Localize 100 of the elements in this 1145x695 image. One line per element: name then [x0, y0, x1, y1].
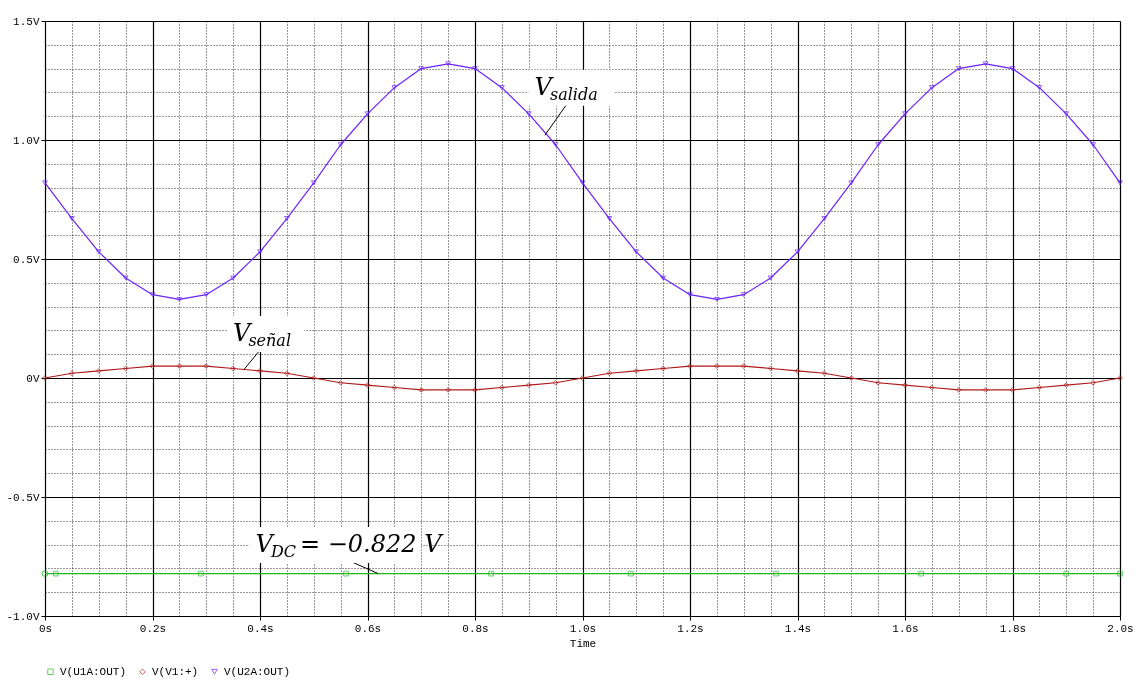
- point: [918, 570, 924, 577]
- point: [337, 142, 344, 148]
- point: [794, 249, 801, 255]
- point: [1036, 85, 1043, 91]
- point: [257, 249, 263, 255]
- x-tick-label: 0.8s: [462, 622, 489, 635]
- point: [445, 387, 451, 393]
- x-tick-label: 0.4s: [247, 622, 274, 635]
- point: [198, 570, 204, 577]
- legend-label: V(V1:+): [152, 665, 199, 678]
- point: [472, 66, 478, 72]
- point: [740, 363, 747, 369]
- point: [95, 249, 102, 255]
- point: [95, 368, 102, 374]
- point: [525, 382, 532, 388]
- point: [579, 375, 586, 381]
- point: [1090, 379, 1096, 386]
- point: [310, 375, 317, 381]
- x-tick-label: 0s: [38, 622, 53, 635]
- point: [628, 570, 634, 577]
- point: [740, 292, 747, 298]
- point: [69, 216, 75, 222]
- point: [499, 384, 505, 391]
- point: [552, 142, 559, 148]
- point: [794, 368, 801, 374]
- point: [714, 363, 720, 369]
- x-tick-label: 0.2s: [139, 622, 167, 635]
- legend-label: V(U2A:OUT): [224, 665, 291, 678]
- point: [149, 292, 156, 298]
- line-series: [42, 61, 1123, 302]
- point: [875, 142, 881, 148]
- point: [488, 570, 494, 577]
- point: [552, 379, 559, 386]
- x-tick-label: 1.2s: [677, 622, 704, 635]
- point: [230, 365, 236, 372]
- point: [284, 216, 290, 222]
- y-tick-label: -1.0V: [6, 610, 40, 623]
- point: [1063, 111, 1070, 117]
- point: [633, 368, 640, 374]
- point: [1063, 570, 1070, 577]
- point: [418, 66, 425, 72]
- point: [391, 85, 398, 91]
- point: [902, 111, 908, 117]
- point: [203, 292, 210, 298]
- point: [176, 363, 183, 369]
- y-tick-label: 1.5V: [13, 15, 40, 28]
- point: [1090, 142, 1096, 148]
- point: [982, 61, 989, 67]
- y-tick-label: 0.5V: [13, 253, 40, 266]
- point: [929, 384, 935, 391]
- point: [821, 216, 828, 222]
- point: [343, 570, 349, 577]
- point: [499, 85, 505, 91]
- point: [902, 382, 908, 388]
- point: [284, 370, 290, 377]
- point: [257, 368, 263, 374]
- point: [230, 275, 236, 281]
- point: [606, 216, 613, 222]
- point: [176, 296, 183, 302]
- x-tick-label: 2.0s: [1107, 622, 1134, 635]
- line-series: [42, 363, 1123, 393]
- y-tick-label: -0.5V: [6, 491, 40, 504]
- x-tick-label: 1.0s: [569, 622, 597, 635]
- point: [1036, 384, 1043, 391]
- y-tick-label: 1.0V: [13, 134, 40, 147]
- point: [875, 379, 881, 386]
- point: [149, 363, 156, 369]
- point: [203, 363, 210, 369]
- point: [418, 387, 425, 393]
- point: [1117, 375, 1123, 381]
- point: [955, 387, 962, 393]
- point: [122, 275, 129, 281]
- x-tick-label: 0.6s: [354, 622, 382, 635]
- point: [773, 570, 779, 577]
- point: [714, 296, 720, 302]
- point: [391, 384, 398, 391]
- point: [364, 382, 371, 388]
- point: [42, 180, 48, 186]
- point: [929, 85, 935, 91]
- point: [1117, 180, 1123, 186]
- point: [364, 111, 371, 117]
- point: [69, 370, 75, 377]
- point: [579, 180, 586, 186]
- point: [445, 61, 451, 67]
- point: [337, 379, 344, 386]
- point: [955, 66, 962, 72]
- point: [310, 180, 317, 186]
- point: [767, 365, 774, 372]
- point: [525, 111, 532, 117]
- y-tick-label: 0V: [26, 372, 40, 385]
- point: [1117, 570, 1123, 577]
- point: [52, 570, 59, 577]
- point: [848, 375, 855, 381]
- x-axis-title: Time: [569, 637, 597, 650]
- point: [767, 275, 774, 281]
- point: [821, 370, 828, 377]
- legend-label: V(U1A:OUT): [60, 665, 127, 678]
- point: [660, 275, 666, 281]
- x-tick-label: 1.4s: [784, 622, 812, 635]
- point: [660, 365, 666, 372]
